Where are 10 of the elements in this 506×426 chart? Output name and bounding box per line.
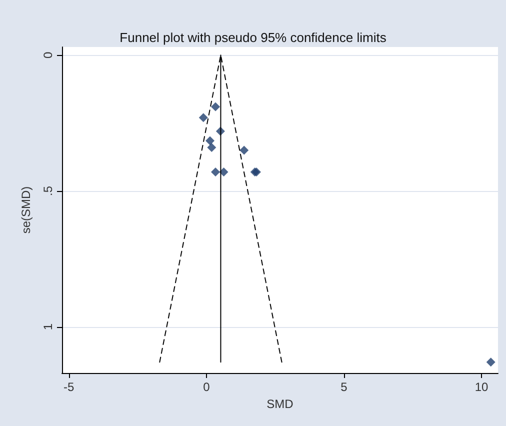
- y-tick-label: .5: [41, 186, 55, 196]
- y-tick-label: 0: [41, 51, 55, 58]
- x-tick-label: 0: [203, 380, 210, 394]
- chart-title: Funnel plot with pseudo 95% confidence limits: [120, 30, 387, 45]
- x-axis-title: SMD: [266, 396, 294, 411]
- y-tick-label: 1: [41, 323, 55, 330]
- x-tick-label: 5: [340, 380, 348, 394]
- x-tick-label: -5: [64, 380, 75, 394]
- x-tick-label: 10: [474, 380, 488, 394]
- y-axis-title: se(SMD): [19, 186, 33, 234]
